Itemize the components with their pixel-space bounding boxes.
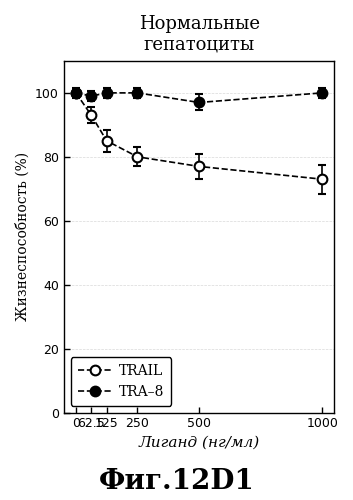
Text: Фиг.12D1: Фиг.12D1 (98, 468, 255, 495)
X-axis label: Лиганд (нг/мл): Лиганд (нг/мл) (138, 436, 260, 450)
Y-axis label: Жизнеспособность (%): Жизнеспособность (%) (15, 152, 29, 322)
Title: Нормальные
гепатоциты: Нормальные гепатоциты (139, 15, 259, 54)
Legend: TRAIL, TRA–8: TRAIL, TRA–8 (71, 357, 172, 406)
